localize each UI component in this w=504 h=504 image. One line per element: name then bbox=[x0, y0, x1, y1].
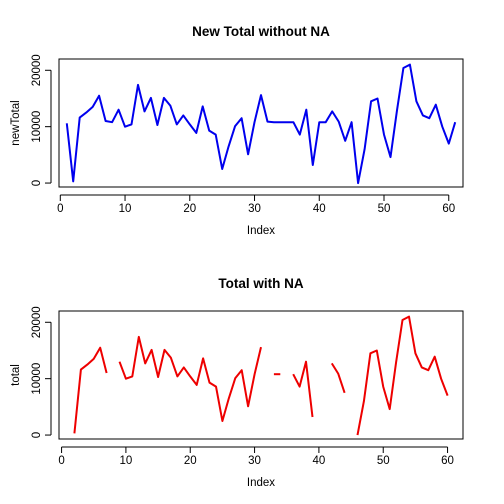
y-tick-label: 20000 bbox=[31, 306, 43, 338]
chart-panel-1: New Total without NA 0 10 20 30 40 50 60 0 10000 2… bbox=[10, 24, 464, 237]
x-tick-label: 50 bbox=[377, 455, 390, 467]
x-tick-label: 40 bbox=[313, 203, 326, 215]
x-tick-label: 60 bbox=[442, 203, 455, 215]
y-tick-label: 0 bbox=[31, 432, 43, 438]
y-axis-label: total bbox=[10, 364, 22, 386]
series-line bbox=[292, 360, 314, 418]
y-axis-label: newTotal bbox=[10, 100, 22, 145]
x-tick-label: 20 bbox=[183, 203, 196, 215]
x-tick-label: 60 bbox=[441, 455, 454, 467]
y-tick-label: 10000 bbox=[31, 363, 43, 395]
chart-title: Total with NA bbox=[218, 276, 303, 291]
plot-frame bbox=[58, 58, 464, 188]
x-tick-label: 0 bbox=[57, 203, 63, 215]
x-tick-label: 0 bbox=[58, 455, 64, 467]
x-tick-label: 10 bbox=[119, 203, 132, 215]
x-tick-label: 20 bbox=[184, 455, 197, 467]
chart-title: New Total without NA bbox=[192, 24, 330, 39]
series-line bbox=[356, 315, 449, 436]
y-tick-label: 10000 bbox=[31, 111, 43, 143]
plot-frame bbox=[58, 310, 464, 440]
series-line bbox=[330, 362, 346, 394]
x-tick-label: 30 bbox=[248, 203, 261, 215]
x-tick-label: 10 bbox=[120, 455, 133, 467]
x-tick-label: 30 bbox=[248, 455, 261, 467]
x-tick-label: 50 bbox=[378, 203, 391, 215]
y-tick-label: 20000 bbox=[31, 54, 43, 86]
series-line bbox=[118, 335, 262, 422]
series-line bbox=[65, 63, 457, 185]
y-tick-label: 0 bbox=[31, 180, 43, 186]
series-line bbox=[73, 346, 108, 434]
x-tick-label: 40 bbox=[312, 455, 325, 467]
x-axis-label: Index bbox=[247, 225, 275, 237]
chart-panel-2: Total with NA 0 10 20 30 40 50 60 0 10000 20000 Ind… bbox=[10, 276, 464, 489]
x-axis-label: Index bbox=[247, 477, 275, 489]
